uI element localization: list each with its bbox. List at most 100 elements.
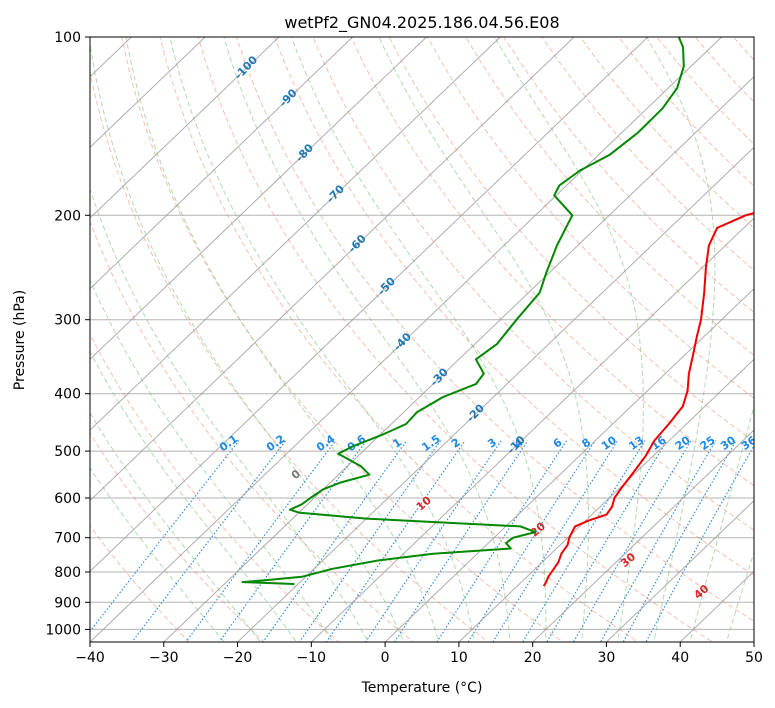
y-tick-label: 600 — [54, 491, 81, 507]
mixing-ratio-line — [131, 440, 287, 642]
y-tick-label: 800 — [54, 565, 81, 581]
isotherm-line — [90, 37, 428, 361]
x-tick-label: 40 — [671, 650, 689, 666]
y-axis-label: Pressure (hPa) — [12, 290, 28, 390]
mixing-ratio-line — [467, 440, 596, 642]
isotherm-line — [384, 287, 754, 642]
mixing-ratio-line — [365, 440, 502, 642]
plot-frame — [89, 36, 755, 643]
x-tick-label: −20 — [223, 650, 253, 666]
mixing-ratio-line — [522, 440, 646, 642]
mixing-ratio-line — [546, 440, 668, 642]
mixing-ratio-label: 6 — [551, 436, 565, 451]
isotherms — [0, 10, 754, 654]
moist-adiabat-line — [90, 40, 405, 642]
x-tick-label: 0 — [381, 650, 390, 666]
isotherm-line — [679, 570, 754, 642]
y-tick-label: 700 — [54, 531, 81, 547]
mixing-ratio-label: 8 — [579, 436, 593, 451]
x-tick-label: −10 — [297, 650, 327, 666]
moist-adiabat-label: 10 — [414, 493, 434, 513]
moist-adiabat-line — [125, 37, 440, 642]
dry-adiabat-line — [159, 37, 639, 642]
isotherm-label: -100 — [232, 53, 261, 82]
mixing-ratio-label: 13 — [626, 434, 646, 453]
dry-adiabat-line — [197, 37, 714, 642]
isotherm-line — [90, 37, 502, 431]
moist-adiabat-line — [378, 37, 589, 642]
moist-adiabat-line — [90, 411, 262, 642]
mixing-ratio-line — [262, 440, 408, 642]
isotherm-line — [0, 10, 12, 654]
y-tick-label: 300 — [54, 313, 81, 329]
temperature-line — [542, 211, 754, 587]
y-tick-label: 900 — [54, 595, 81, 611]
dry-adiabat-line — [90, 69, 490, 642]
moist-adiabat-line — [90, 350, 298, 642]
isotherm-line — [458, 358, 754, 642]
isotherm-line — [753, 641, 754, 642]
x-tick-label: −30 — [149, 650, 179, 666]
y-tick-label: 200 — [54, 208, 81, 224]
pressure-gridlines — [90, 37, 754, 630]
mixing-ratio-line — [325, 440, 466, 642]
dry-adiabat-line — [541, 37, 754, 271]
moist-adiabat-line — [689, 404, 754, 642]
x-tick-label: 30 — [598, 650, 616, 666]
isotherm-line — [90, 37, 575, 502]
moist-adiabat-line — [725, 550, 754, 642]
dry-adiabat-line — [427, 37, 754, 399]
isotherm-line — [90, 37, 649, 573]
mixing-ratio-line — [185, 440, 337, 642]
moist-adiabat-line — [169, 37, 476, 642]
x-tick-label: −40 — [75, 650, 105, 666]
mixing-ratio-line — [218, 440, 367, 642]
plot-area: 0.1 0.2 0.4 0.6 1 1.5 2 3 4 6 8 10 13 16 20 25 30 36 -100… — [0, 10, 754, 654]
dry-adiabat-line — [312, 37, 754, 531]
dry-adiabat-line — [579, 37, 754, 229]
x-tick-label: 10 — [450, 650, 468, 666]
isotherm-line — [90, 37, 723, 642]
isotherm-line — [90, 37, 354, 290]
isotherm-line — [236, 146, 754, 642]
moist-adiabat-line — [494, 37, 644, 642]
moist-adiabats — [90, 37, 754, 642]
y-axis-ticks: 100 200 300 400 500 600 700 800 900 1000 — [45, 30, 90, 638]
x-tick-label: 50 — [745, 650, 763, 666]
dry-adiabat-line — [121, 37, 564, 642]
mixing-ratio-label: 25 — [698, 434, 718, 453]
moist-adiabat-line — [646, 37, 716, 642]
y-tick-label: 400 — [54, 387, 81, 403]
mixing-ratio-line — [645, 444, 754, 642]
mixing-ratio-line — [393, 440, 529, 642]
dry-adiabats — [90, 37, 754, 642]
dry-adiabat-line — [656, 37, 754, 145]
isotherm-line — [163, 75, 754, 642]
dry-adiabat-line — [350, 37, 754, 487]
isotherm-line — [310, 217, 754, 642]
x-tick-label: 20 — [524, 650, 542, 666]
isotherm-line — [605, 499, 754, 642]
dry-adiabat-line — [694, 37, 754, 103]
dry-adiabat-line — [388, 37, 754, 443]
mixing-ratio-label: 2 — [449, 436, 463, 451]
dewpoint-line — [241, 37, 685, 585]
moist-adiabat-label: 40 — [691, 582, 711, 602]
moist-adiabat-line — [90, 278, 334, 642]
mixing-ratio-label: 20 — [673, 433, 693, 453]
mixing-ratio-line — [572, 440, 692, 642]
y-tick-label: 500 — [54, 444, 81, 460]
isotherm-line — [532, 429, 754, 642]
dry-adiabat-line — [503, 37, 754, 314]
x-axis-ticks: −40 −30 −20 −10 0 10 20 30 40 50 — [75, 642, 763, 666]
sounding-series — [241, 37, 754, 587]
mixing-ratio-line — [436, 440, 568, 642]
mixing-ratio-label: 30 — [718, 433, 738, 453]
x-axis-label: Temperature (°C) — [361, 680, 483, 696]
mixing-ratio-line — [599, 440, 717, 642]
mixing-ratio-line — [90, 440, 240, 633]
mixing-ratio-label: 10 — [599, 433, 619, 453]
y-tick-label: 1000 — [45, 622, 81, 638]
